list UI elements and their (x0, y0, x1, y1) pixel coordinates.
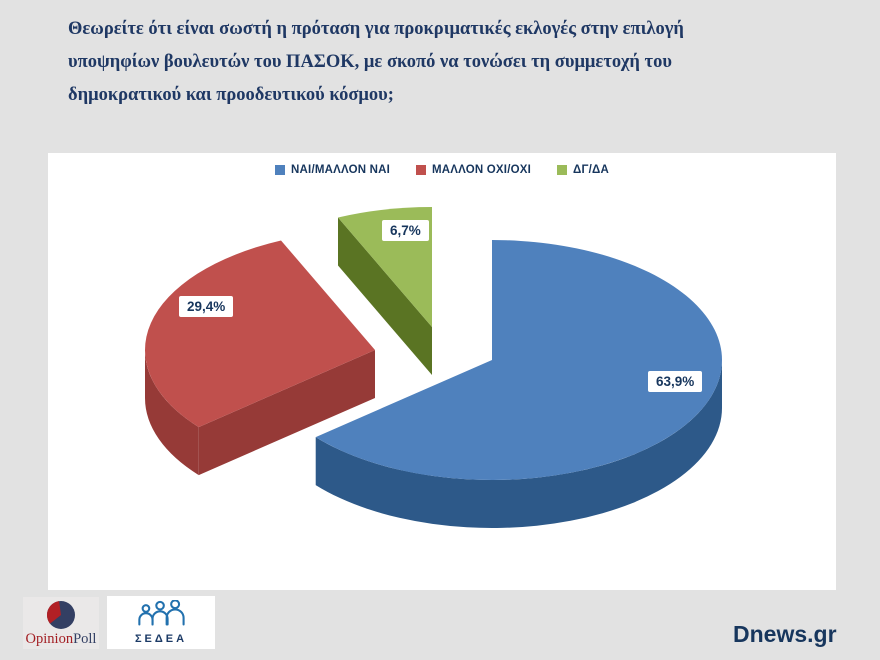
opinionpoll-word-opinion: Opinion (25, 631, 74, 647)
poll-question: Θεωρείτε ότι είναι σωστή η πρόταση για π… (68, 13, 808, 112)
legend-item-dk: ΔΓ/ΔΑ (557, 164, 609, 176)
legend-item-yes: ΝΑΙ/ΜΑΛΛΟΝ ΝΑΙ (275, 164, 390, 176)
pie-chart (145, 207, 723, 528)
poll-question-line-1: Θεωρείτε ότι είναι σωστή η πρόταση για π… (68, 19, 684, 39)
opinionpoll-wordmark: OpinionPoll (26, 631, 97, 648)
sedea-wordmark: ΣΕΔΕΑ (134, 633, 188, 645)
legend-label-dk: ΔΓ/ΔΑ (573, 164, 609, 176)
data-label-dk: 6,7% (382, 220, 429, 241)
legend-swatch-dk (557, 165, 567, 175)
opinionpoll-word-poll: Poll (73, 631, 97, 647)
chart-legend: ΝΑΙ/ΜΑΛΛΟΝ ΝΑΙ ΜΑΛΛΟΝ ΟΧΙ/ΟΧΙ ΔΓ/ΔΑ (48, 164, 836, 176)
opinionpoll-pie-icon (47, 601, 75, 629)
sedea-people-icon (138, 600, 185, 626)
data-label-yes: 63,9% (648, 371, 703, 392)
poll-question-line-3: δημοκρατικού και προοδευτικού κόσμου; (68, 85, 394, 105)
dnews-watermark: Dnews.gr (733, 621, 837, 647)
opinionpoll-logo: OpinionPoll (23, 597, 99, 649)
legend-swatch-yes (275, 165, 286, 175)
legend-swatch-no (416, 165, 427, 175)
legend-label-no: ΜΑΛΛΟΝ ΟΧΙ/ΟΧΙ (432, 164, 531, 176)
data-label-no: 29,4% (179, 296, 234, 317)
poll-question-line-2: υποψηφίων βουλευτών του ΠΑΣΟΚ, με σκοπό … (68, 52, 672, 72)
sedea-logo: ΣΕΔΕΑ (107, 596, 215, 649)
chart-panel: ΝΑΙ/ΜΑΛΛΟΝ ΝΑΙ ΜΑΛΛΟΝ ΟΧΙ/ΟΧΙ ΔΓ/ΔΑ 63,9… (48, 153, 836, 590)
legend-label-yes: ΝΑΙ/ΜΑΛΛΟΝ ΝΑΙ (291, 164, 391, 176)
legend-item-no: ΜΑΛΛΟΝ ΟΧΙ/ΟΧΙ (416, 164, 531, 176)
